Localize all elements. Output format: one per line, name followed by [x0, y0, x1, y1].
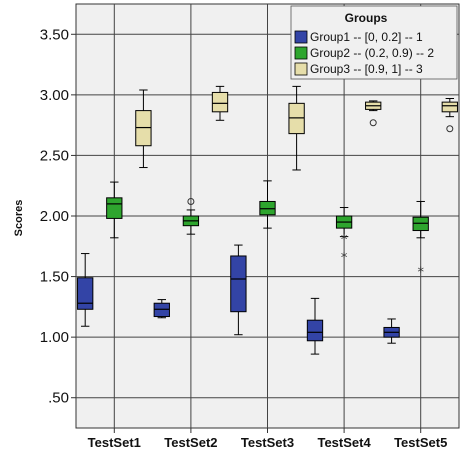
box-3-TestSet5 [441, 97, 458, 133]
box-1-TestSet5 [383, 318, 400, 344]
x-tick-label: TestSet3 [241, 435, 294, 450]
legend-box [290, 5, 458, 80]
y-tick-label: .50 [48, 390, 69, 407]
box-3-TestSet1 [135, 89, 152, 169]
box-iqr [412, 216, 429, 232]
box-iqr [211, 91, 229, 113]
outlier-point [187, 197, 195, 205]
y-tick-label: 3.50 [40, 26, 69, 43]
box-series: *** [77, 85, 458, 355]
y-axis-ticks: .50 1.00 1.50 2.00 2.50 3.00 3.50 [40, 26, 76, 407]
x-tick-label: TestSet5 [394, 435, 447, 450]
box-1-TestSet1 [77, 253, 94, 327]
x-axis-ticks: TestSet1 TestSet2 TestSet3 TestSet4 TestSet5 [88, 428, 447, 450]
legend-swatch [294, 30, 308, 44]
legend-title: Groups [345, 11, 388, 25]
box-1-TestSet2 [153, 299, 170, 319]
y-tick-label: 2.50 [40, 147, 69, 164]
box-2-TestSet5: * [412, 200, 429, 281]
box-1-TestSet3 [230, 244, 247, 336]
box-iqr [77, 277, 94, 310]
x-tick-label: TestSet1 [88, 435, 141, 450]
box-2-TestSet1 [106, 181, 123, 239]
legend-swatch [294, 46, 308, 60]
box-iqr [106, 197, 123, 219]
y-axis-label: Scores [13, 200, 25, 237]
box-iqr [135, 110, 152, 147]
box-3-TestSet3 [288, 85, 305, 171]
legend: Groups Group1 -- [0, 0.2] -- 1 Group2 -- … [290, 5, 458, 80]
box-iqr [441, 101, 458, 113]
extreme-point: * [417, 266, 424, 281]
box-iqr [259, 200, 276, 216]
y-tick-label: 1.00 [40, 329, 69, 346]
y-tick-label: 2.00 [40, 208, 69, 225]
legend-entry-label: Group3 -- [0.9, 1] -- 3 [310, 62, 423, 76]
box-iqr [230, 255, 247, 313]
box-3-TestSet4 [365, 100, 382, 127]
legend-entry-label: Group1 -- [0, 0.2] -- 1 [310, 30, 423, 44]
box-2-TestSet4: ** [335, 207, 353, 266]
box-iqr [288, 102, 305, 135]
box-2-TestSet2 [182, 197, 200, 235]
outlier-point [446, 125, 454, 133]
box-1-TestSet4 [306, 297, 324, 355]
y-tick-label: 3.00 [40, 87, 69, 104]
box-iqr [153, 302, 170, 318]
y-tick-label: 1.50 [40, 269, 69, 286]
box-3-TestSet2 [211, 85, 229, 121]
outlier-point [369, 119, 377, 127]
box-2-TestSet3 [259, 180, 276, 229]
legend-swatch [294, 62, 308, 76]
x-tick-label: TestSet4 [317, 435, 371, 450]
extreme-point: * [341, 233, 348, 248]
extreme-point: * [341, 251, 348, 266]
legend-entry-label: Group2 -- (0.2, 0.9) -- 2 [310, 46, 434, 60]
x-tick-label: TestSet2 [164, 435, 217, 450]
box-iqr [306, 319, 324, 342]
